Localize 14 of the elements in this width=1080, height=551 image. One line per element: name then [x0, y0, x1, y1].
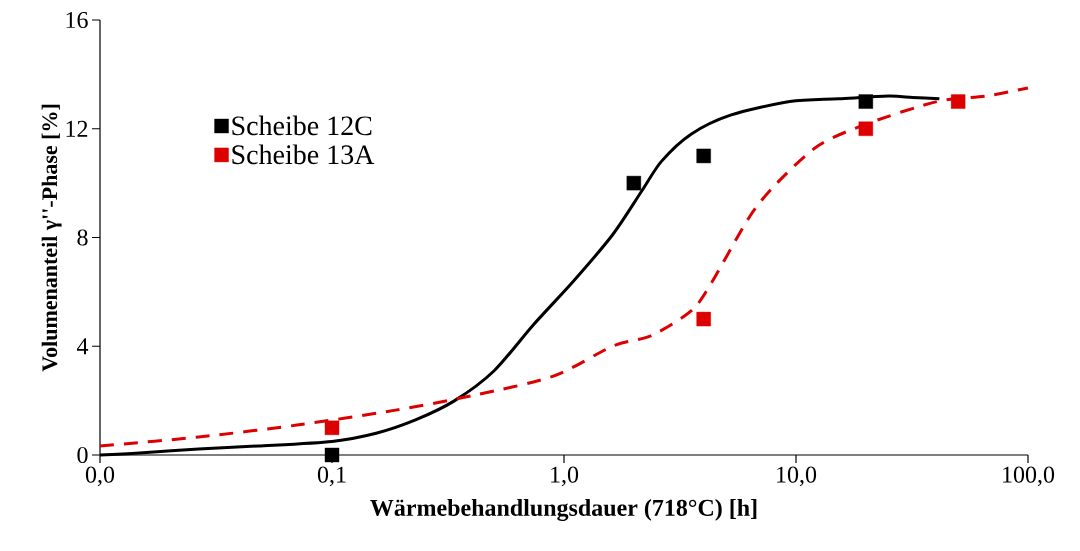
y-tick-label: 8 [77, 229, 88, 246]
legend-label: Scheibe 12C [232, 115, 372, 136]
y-tick-label: 4 [76, 338, 89, 355]
y-tick-label: 12 [66, 120, 88, 137]
y-tick-label: 16 [66, 11, 88, 29]
x-tick-label: 100,0 [1003, 466, 1055, 487]
x-tick-label: 1,0 [551, 466, 579, 487]
x-axis-title: Wärmebehandlungsdauer (718°C) [h] [370, 499, 757, 521]
y-tick-label: 0 [77, 446, 88, 464]
x-tick-label: 0,1 [317, 466, 346, 487]
legend-label: Scheibe 13A [232, 144, 375, 165]
y-axis-title: Volumenanteil γ''-Phase [%] [41, 104, 62, 372]
x-tick-label: 0,0 [85, 466, 115, 487]
x-tick-label: 10,0 [777, 466, 817, 487]
